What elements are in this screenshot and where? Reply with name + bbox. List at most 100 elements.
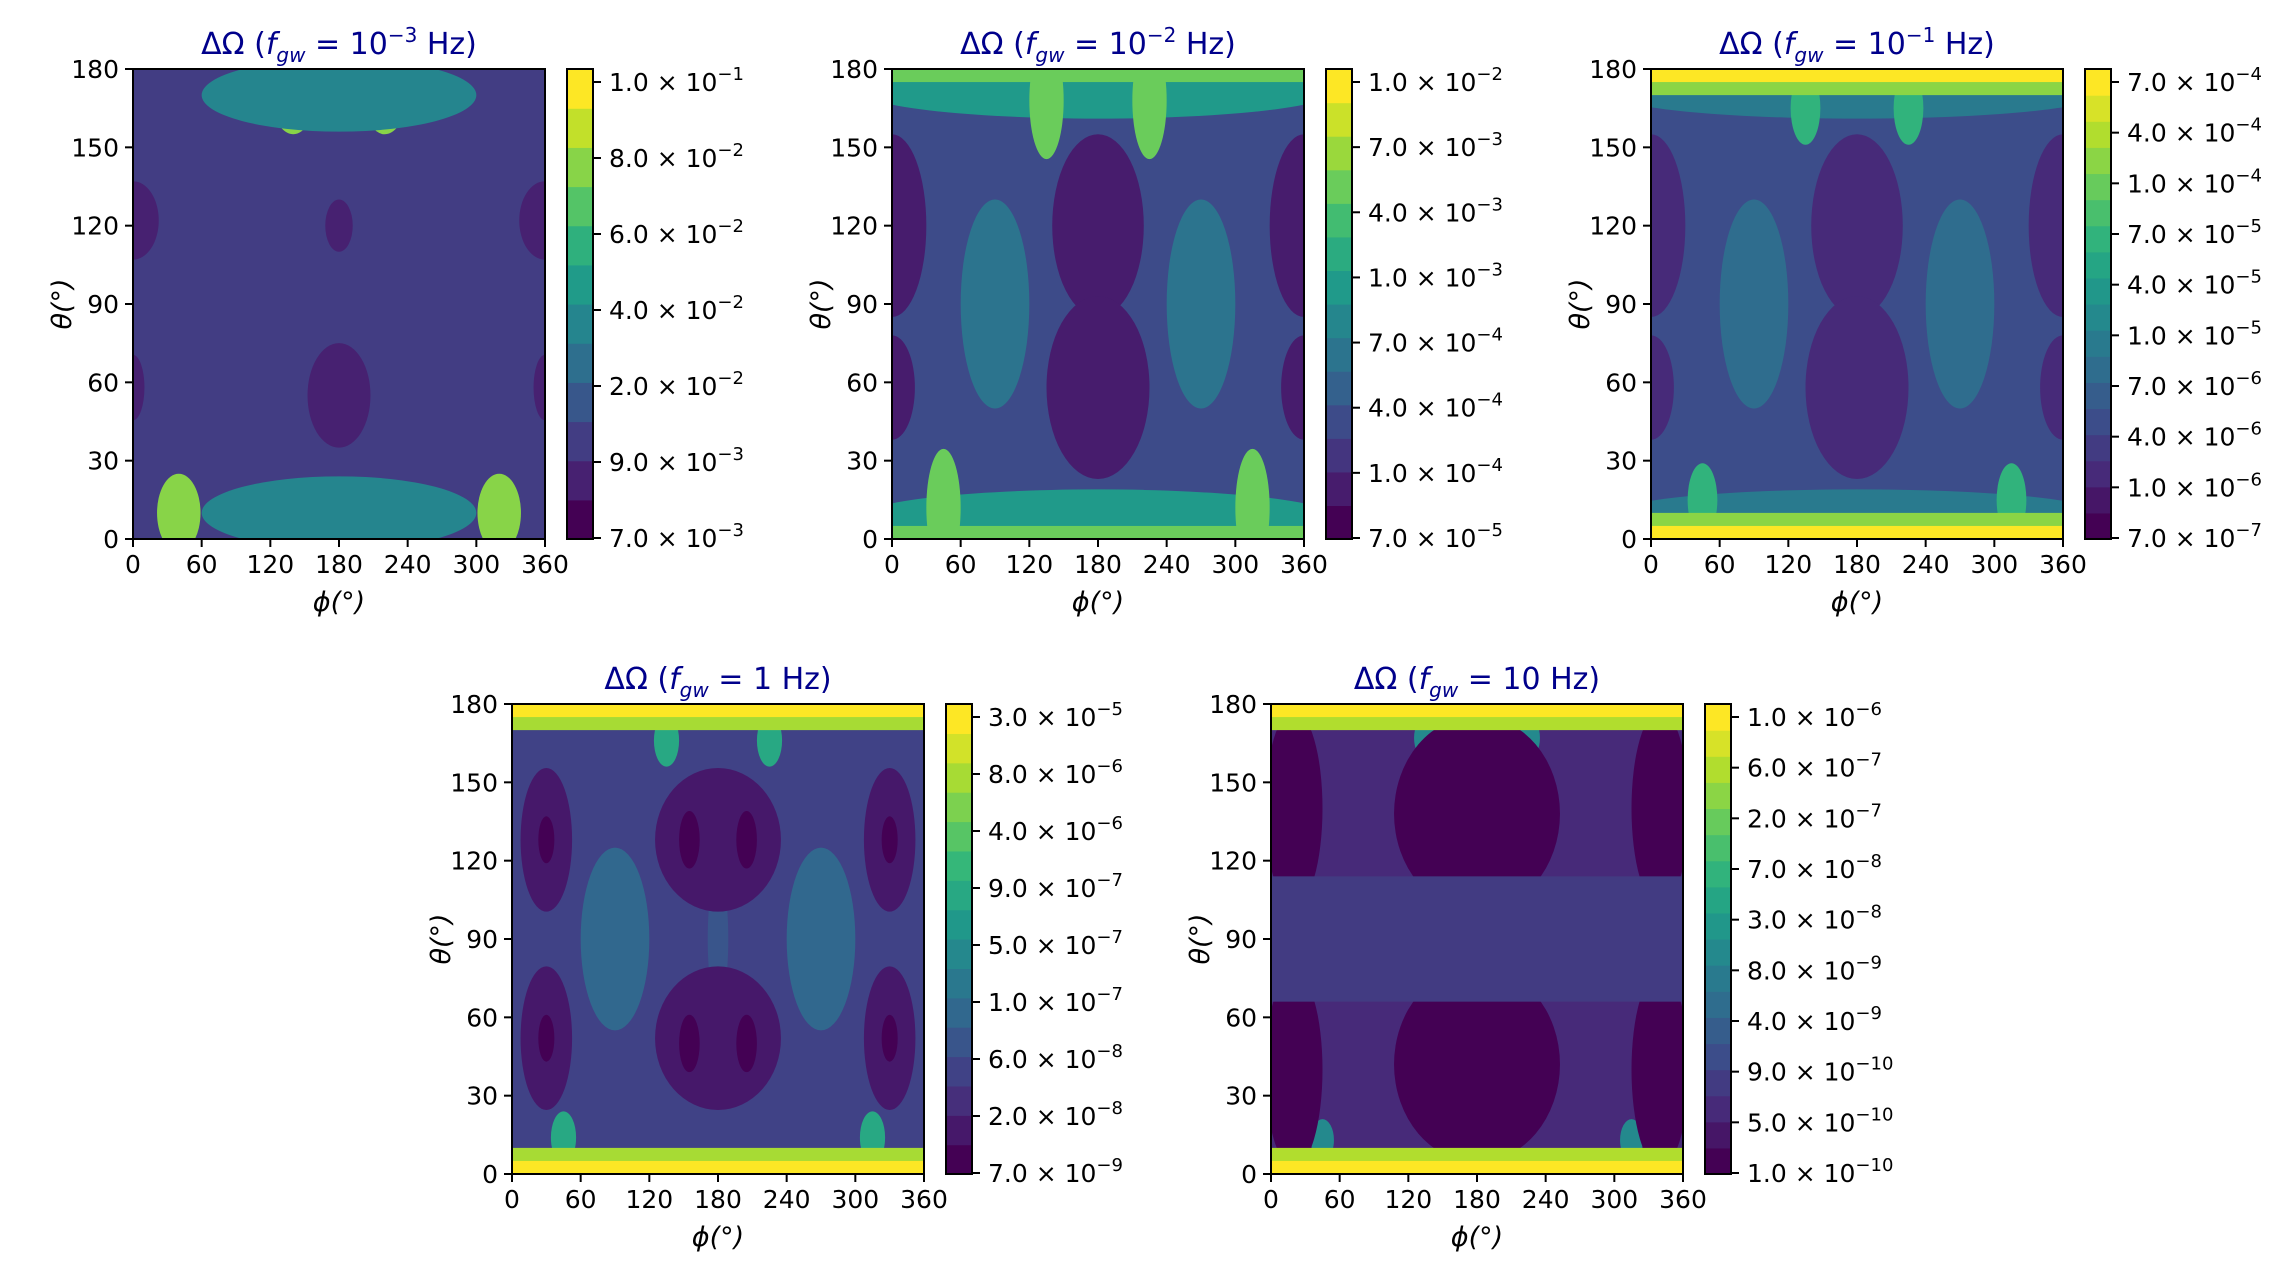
contour-band-1 xyxy=(892,525,1304,539)
colorbar-level xyxy=(946,968,972,999)
colorbar-level xyxy=(2085,434,2111,462)
colorbar-tick-label: 1.0 × 10−1 xyxy=(609,64,744,97)
contour-blob-13 xyxy=(1651,335,1674,440)
colorbar-tick-label: 7.0 × 10−6 xyxy=(2127,368,2262,401)
contour-blob-10 xyxy=(1631,710,1683,907)
contour-blob-11 xyxy=(1651,134,1686,318)
x-tick-label: 60 xyxy=(186,550,218,579)
colorbar-level xyxy=(567,69,593,109)
x-tick-label: 300 xyxy=(1970,550,2018,579)
y-axis-label: θ(°) xyxy=(426,913,457,964)
colorbar-tick-label: 1.0 × 10−10 xyxy=(1747,1155,1893,1188)
contour-blob-13 xyxy=(655,966,781,1111)
y-tick-label: 150 xyxy=(1209,768,1257,797)
colorbar-level xyxy=(1326,404,1352,439)
x-tick-label: 60 xyxy=(945,550,977,579)
contour-band-2 xyxy=(892,69,1304,83)
colorbar-level xyxy=(946,880,972,911)
x-tick-label: 180 xyxy=(1453,1185,1501,1214)
colorbar-level xyxy=(567,186,593,227)
colorbar-level xyxy=(1705,860,1731,888)
colorbar-level xyxy=(2085,460,2111,488)
colorbar-level xyxy=(2085,382,2111,410)
panel-title: ΔΩ (fgw = 1 Hz) xyxy=(604,662,831,702)
colorbar-tick-label: 7.0 × 10−9 xyxy=(988,1155,1123,1188)
colorbar-level xyxy=(1705,704,1731,731)
contour-band-2 xyxy=(1271,1160,1683,1174)
colorbar-tick-label: 2.0 × 10−2 xyxy=(609,368,744,401)
colorbar-tick-label: 7.0 × 10−4 xyxy=(2127,64,2262,97)
colorbar-level xyxy=(1326,203,1352,238)
y-tick-label: 30 xyxy=(846,447,878,476)
colorbar-tick-label: 4.0 × 10−6 xyxy=(2127,419,2262,452)
contour-blob-19 xyxy=(881,816,898,864)
colorbar-level xyxy=(1326,236,1352,272)
colorbar-level xyxy=(567,343,593,383)
colorbar-tick-label: 9.0 × 10−3 xyxy=(609,444,744,477)
contour-blob-13 xyxy=(892,335,915,440)
panel-title: ΔΩ (fgw = 10−2 Hz) xyxy=(960,23,1236,67)
colorbar-tick-label: 1.0 × 10−2 xyxy=(1368,64,1503,97)
colorbar-level xyxy=(1705,756,1731,783)
y-tick-label: 30 xyxy=(466,1082,498,1111)
colorbar-level xyxy=(946,1144,972,1175)
contour-blob-12 xyxy=(1394,715,1560,912)
x-tick-label: 120 xyxy=(1384,1185,1432,1214)
colorbar-level xyxy=(2085,330,2111,357)
y-tick-label: 60 xyxy=(1605,368,1637,397)
contour-blob-12 xyxy=(1269,134,1304,318)
contour-blob-10 xyxy=(1805,296,1909,479)
contour-blob-9 xyxy=(1271,710,1323,907)
x-tick-label: 120 xyxy=(1005,550,1053,579)
contour-blob-21 xyxy=(881,1014,898,1062)
colorbar-tick-label: 6.0 × 10−2 xyxy=(609,216,744,249)
contour-blob-6 xyxy=(1132,69,1167,160)
contour-band-4 xyxy=(1271,704,1683,718)
colorbar-tick-label: 2.0 × 10−8 xyxy=(988,1098,1123,1131)
colorbar-level xyxy=(567,421,593,462)
contour-blob-8 xyxy=(1166,199,1236,409)
contour-background xyxy=(133,69,545,539)
x-tick-label: 180 xyxy=(315,550,363,579)
contour-band-2 xyxy=(512,1160,924,1174)
y-tick-label: 180 xyxy=(1209,690,1257,719)
x-tick-label: 240 xyxy=(763,1185,811,1214)
y-tick-label: 30 xyxy=(87,447,119,476)
contour-blob-9 xyxy=(325,199,353,252)
contour-blob-11 xyxy=(1394,966,1560,1163)
panel-title: ΔΩ (fgw = 10−3 Hz) xyxy=(201,23,477,67)
y-tick-label: 150 xyxy=(71,133,119,162)
contour-blob-15 xyxy=(736,811,757,869)
colorbar-frame xyxy=(566,68,594,540)
contour-area xyxy=(133,69,545,539)
colorbar-level xyxy=(946,939,972,969)
x-tick-label: 0 xyxy=(1643,550,1659,579)
colorbar-level xyxy=(2085,69,2111,96)
colorbar-level xyxy=(567,264,593,305)
y-tick-label: 90 xyxy=(466,925,498,954)
x-tick-label: 180 xyxy=(694,1185,742,1214)
x-tick-label: 240 xyxy=(384,550,432,579)
contour-blob-12 xyxy=(2028,134,2063,318)
colorbar-tick-label: 7.0 × 10−4 xyxy=(1368,325,1503,358)
colorbar-level xyxy=(946,1085,972,1116)
colorbar-level xyxy=(1705,965,1731,992)
colorbar-tick-label: 1.0 × 10−6 xyxy=(2127,469,2262,502)
colorbar-level xyxy=(1326,505,1352,540)
contour-area xyxy=(1651,69,2063,539)
colorbar: 7.0 × 10−5 1.0 × 10−4 4.0 × 10−4 7.0 × 10−4… xyxy=(1325,64,1503,553)
contour-blob-9 xyxy=(1052,134,1144,318)
colorbar-level xyxy=(1326,304,1352,339)
colorbar-level xyxy=(946,997,972,1028)
contour-blob-6 xyxy=(201,69,477,132)
x-tick-label: 0 xyxy=(884,550,900,579)
y-tick-label: 30 xyxy=(1605,447,1637,476)
colorbar-tick-label: 1.0 × 10−4 xyxy=(1368,455,1503,488)
colorbar-level xyxy=(567,304,593,344)
x-tick-label: 360 xyxy=(1280,550,1328,579)
contour-area xyxy=(1271,704,1683,1174)
y-axis-label: θ(°) xyxy=(1565,278,1596,329)
x-tick-label: 180 xyxy=(1074,550,1122,579)
x-axis-label: ϕ(°) xyxy=(1072,587,1124,618)
